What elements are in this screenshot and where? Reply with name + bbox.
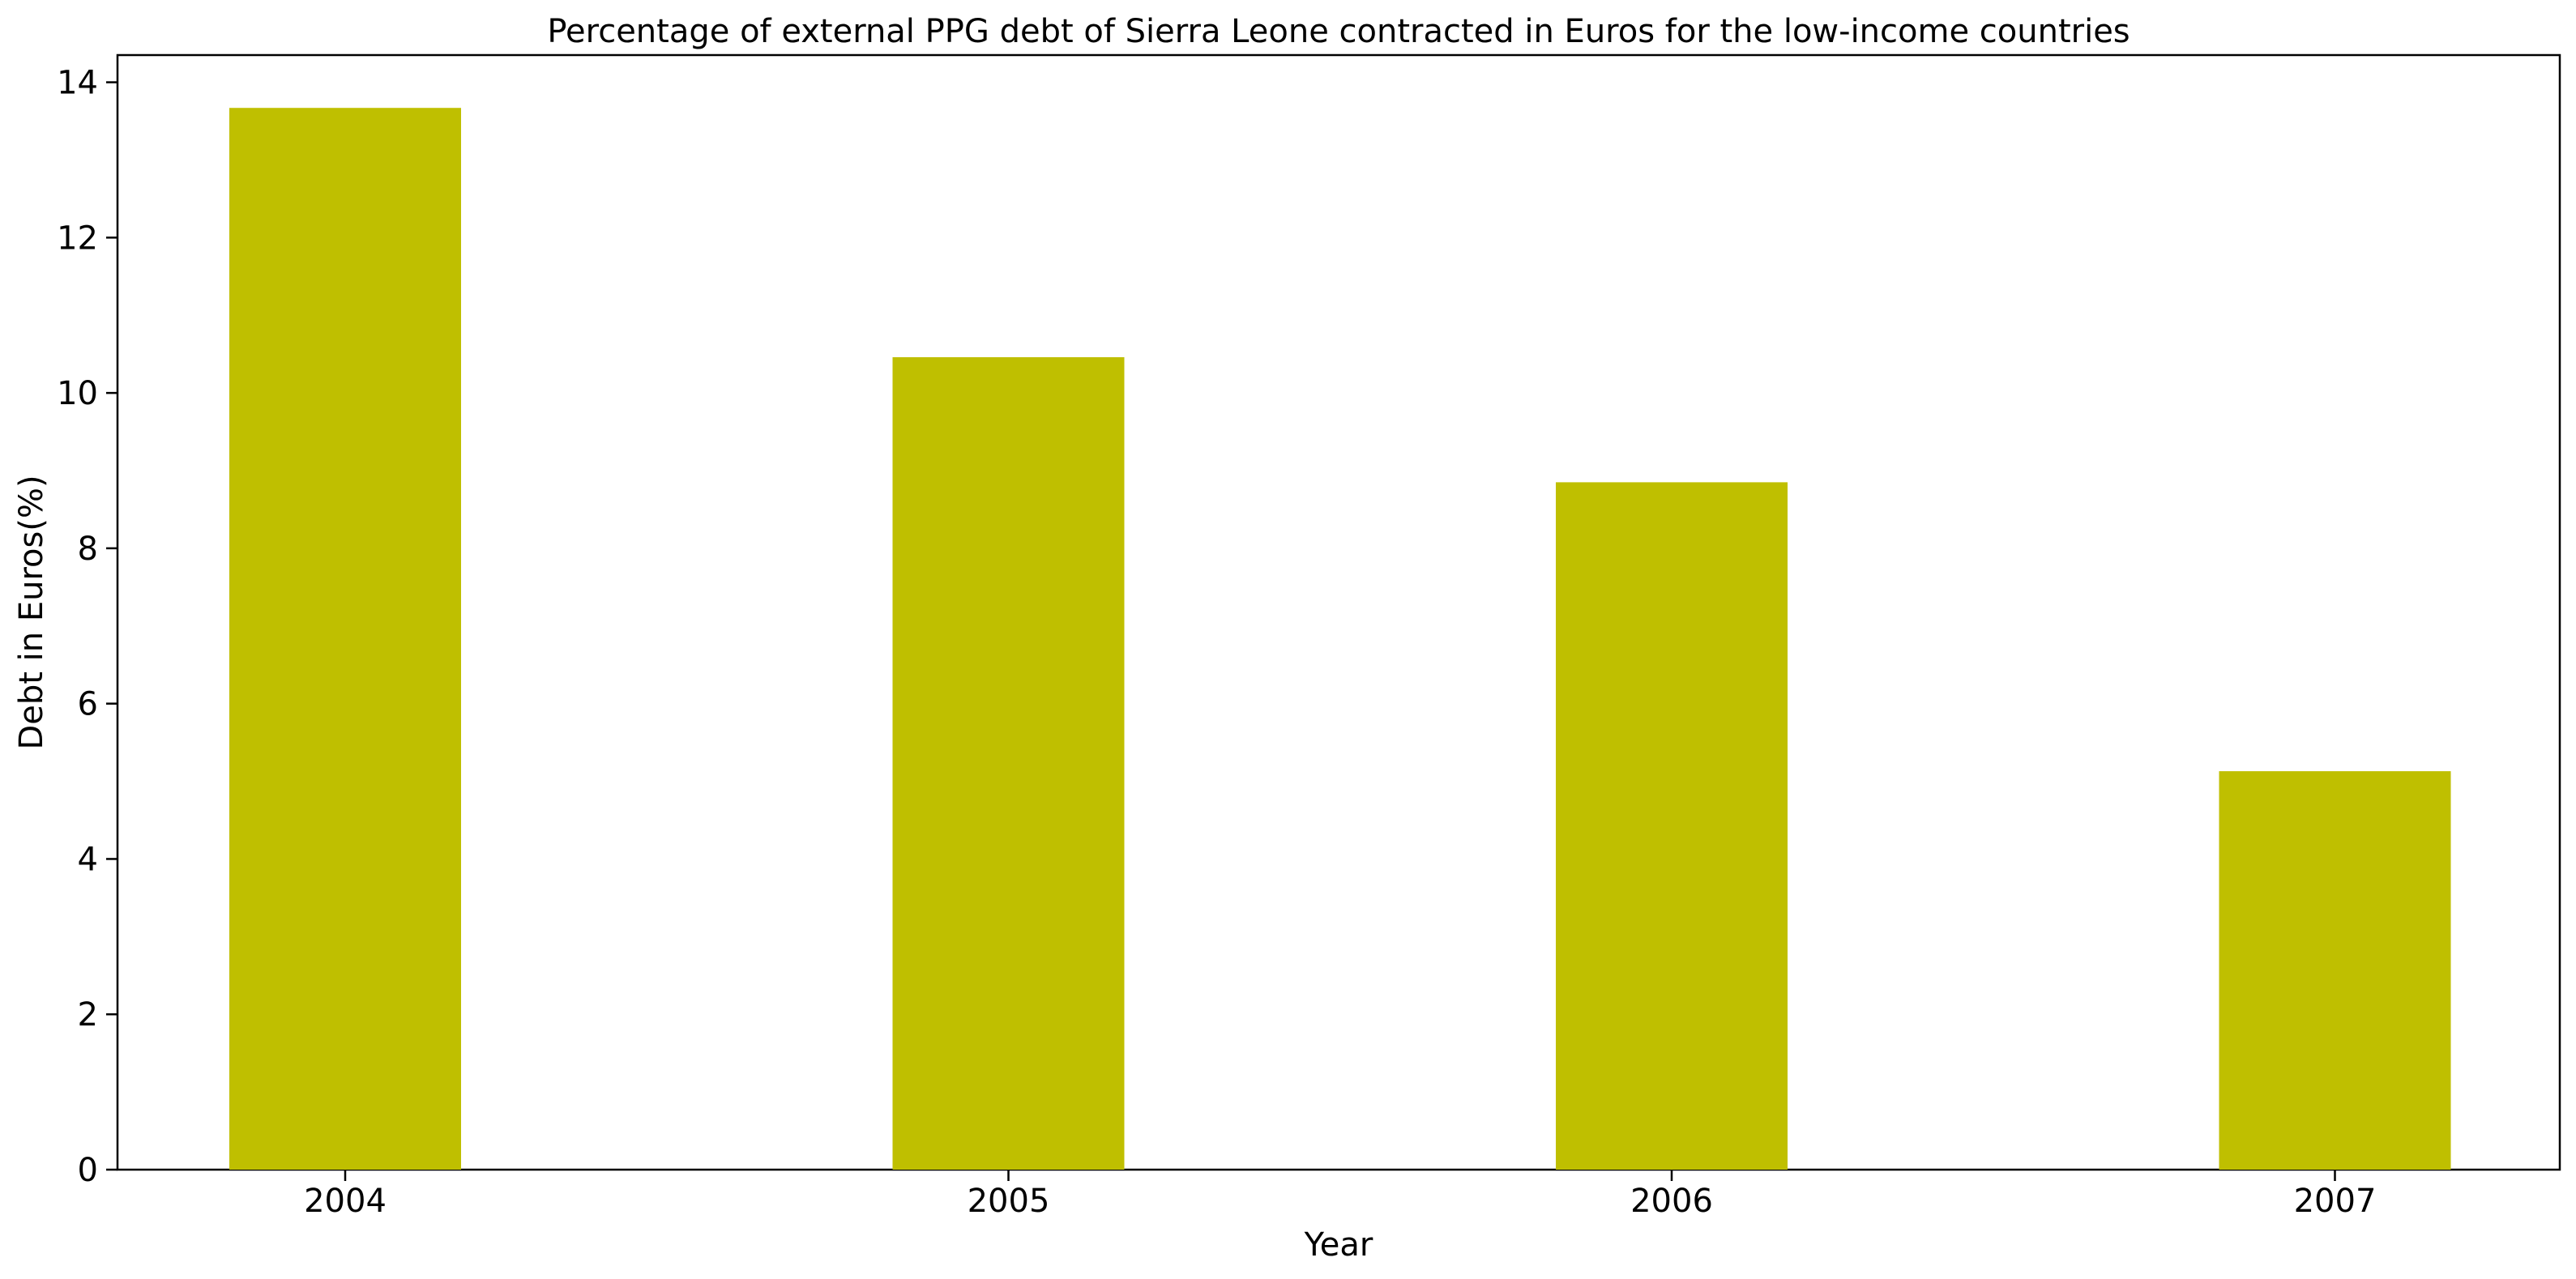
y-tick-label: 0: [78, 1152, 98, 1189]
y-tick-label: 8: [78, 531, 98, 568]
y-axis: 0 2 4 6 8 10 12 14: [57, 65, 117, 1189]
y-tick-label: 6: [78, 686, 98, 723]
y-tick-label: 12: [57, 220, 98, 257]
plot-area-frame: [116, 53, 2561, 1171]
x-tick-label: 2004: [304, 1183, 387, 1220]
bar-2004: [229, 108, 461, 1170]
bar-2005: [892, 357, 1125, 1170]
chart-title: Percentage of external PPG debt of Sierr…: [547, 13, 2130, 50]
x-axis: 2004 2005 2006 2007: [304, 1170, 2376, 1220]
bars-group: [229, 108, 2451, 1170]
x-axis-label: Year: [1304, 1226, 1373, 1264]
bar-2007: [2219, 771, 2451, 1170]
y-axis-label: Debt in Euros(%): [13, 475, 50, 749]
x-tick-label: 2005: [968, 1183, 1050, 1220]
y-tick-label: 10: [57, 375, 98, 412]
y-tick-label: 4: [78, 841, 98, 878]
x-tick-label: 2006: [1630, 1183, 1713, 1220]
y-tick-label: 14: [57, 65, 98, 102]
y-tick-label: 2: [78, 996, 98, 1034]
x-tick-label: 2007: [2294, 1183, 2377, 1220]
bar-2006: [1556, 482, 1788, 1170]
